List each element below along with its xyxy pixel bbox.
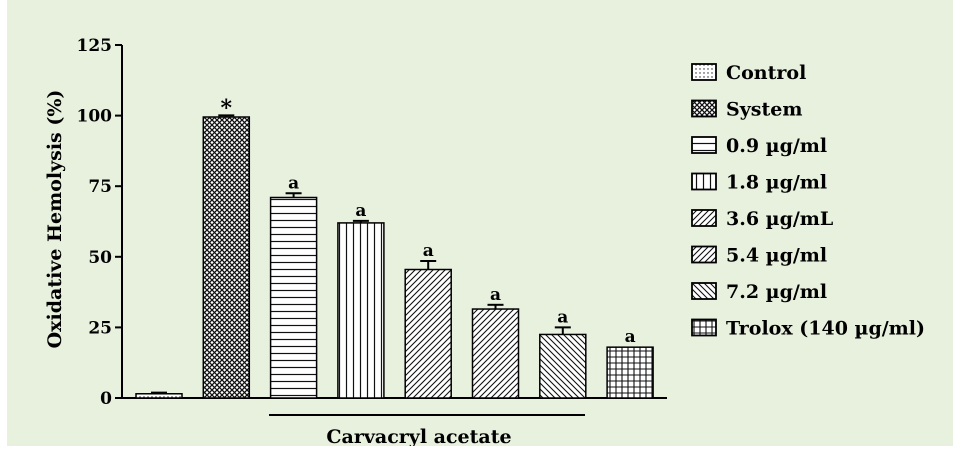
y-tick-label: 50 <box>88 248 112 268</box>
bar-chart: Oxidative Hemolysis (%) 0 25 50 75 100 125 * a… <box>44 36 925 448</box>
y-tick-label: 75 <box>88 177 112 197</box>
significance-label: * <box>221 95 233 121</box>
bar <box>471 308 520 399</box>
legend-label: 5.4 µg/ml <box>726 245 827 267</box>
legend-item: 0.9 µg/ml <box>691 135 827 157</box>
legend-item: 5.4 µg/ml <box>691 245 827 267</box>
legend-label: Trolox (140 µg/ml) <box>726 318 925 340</box>
bar <box>135 393 183 399</box>
chart-figure: Oxidative Hemolysis (%) 0 25 50 75 100 125 * a… <box>7 0 953 448</box>
legend-item: Control <box>691 62 806 84</box>
legend-label: System <box>726 99 802 121</box>
legend-swatch <box>691 172 717 191</box>
y-tick-label: 25 <box>88 318 112 338</box>
legend-item: 1.8 µg/ml <box>691 172 827 194</box>
legend-label: 3.6 µg/mL <box>726 208 833 230</box>
legend-label: 7.2 µg/ml <box>726 281 827 303</box>
legend-item: 3.6 µg/mL <box>691 208 833 230</box>
significance-label: a <box>355 201 366 221</box>
bar <box>269 196 318 399</box>
legend-swatch <box>691 282 717 300</box>
legend-swatch <box>691 63 717 81</box>
y-tick-label: 100 <box>77 107 113 127</box>
legend-label: 0.9 µg/ml <box>726 135 827 157</box>
legend-item: 7.2 µg/ml <box>691 281 827 303</box>
bar <box>337 222 385 399</box>
y-tick-label: 0 <box>100 389 112 409</box>
bar <box>202 116 251 399</box>
legend-swatch <box>691 99 717 118</box>
significance-label: a <box>490 285 501 305</box>
bars: * a a a a a a <box>135 95 654 399</box>
significance-label: a <box>557 307 568 327</box>
legend-item: Trolox (140 µg/ml) <box>691 318 925 340</box>
significance-label: a <box>288 173 299 193</box>
y-axis-title: Oxidative Hemolysis (%) <box>44 90 66 349</box>
significance-label: a <box>423 241 434 261</box>
significance-label: a <box>625 327 636 347</box>
bar <box>539 333 587 399</box>
legend-label: 1.8 µg/ml <box>726 172 827 194</box>
legend-swatch <box>691 318 717 337</box>
legend: Control System 0.9 µg/ml 1.8 µg/ml 3.6 µg/mL… <box>691 62 925 340</box>
legend-swatch <box>691 136 717 154</box>
bar <box>606 346 654 399</box>
bar <box>404 268 452 399</box>
legend-item: System <box>691 99 802 121</box>
y-tick-label: 125 <box>77 36 113 56</box>
legend-swatch <box>691 209 717 227</box>
x-group-label: Carvacryl acetate <box>326 426 511 446</box>
legend-label: Control <box>726 62 806 84</box>
legend-swatch <box>691 245 717 264</box>
